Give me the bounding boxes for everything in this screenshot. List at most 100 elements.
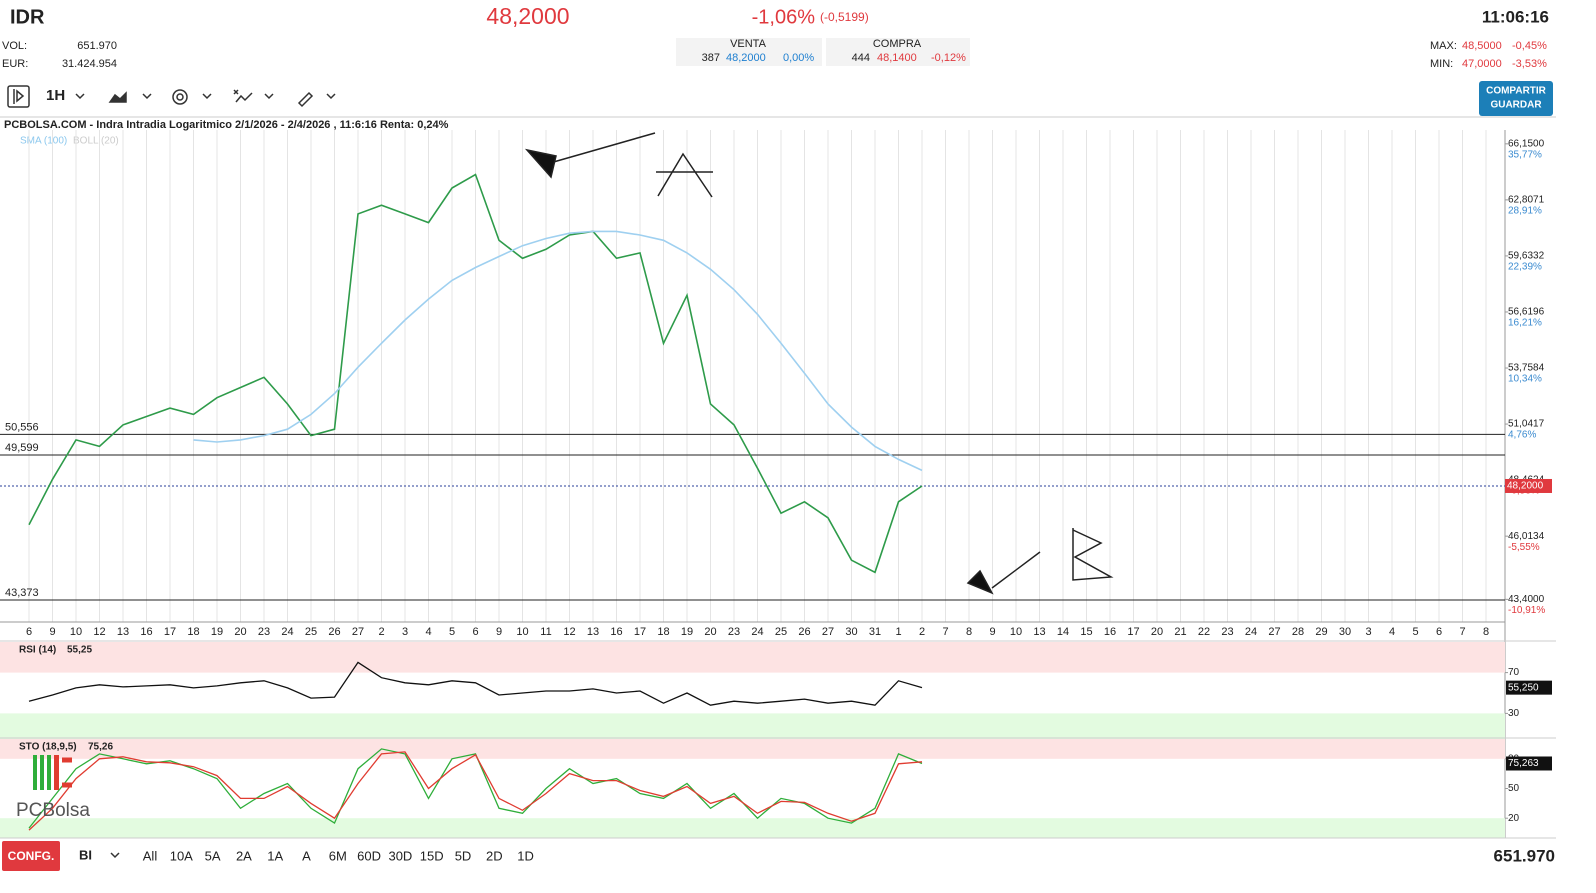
x-tick-label: 9 — [496, 626, 502, 638]
book-price: 48,1400 — [877, 52, 917, 64]
x-tick-label: 19 — [681, 626, 693, 638]
series-line — [28, 661, 923, 706]
range-button[interactable]: 30D — [388, 848, 412, 863]
range-button[interactable]: A — [302, 848, 311, 863]
x-tick-label: 28 — [1292, 626, 1304, 638]
x-tick-label: 2 — [919, 626, 925, 638]
logo-mark — [33, 755, 72, 790]
x-tick-label: 4 — [425, 626, 431, 638]
series-line — [193, 230, 923, 472]
x-tick-label: 27 — [822, 626, 834, 638]
x-tick-label: 30 — [1339, 626, 1351, 638]
range-button[interactable]: All — [143, 848, 158, 863]
y-tick-label: 62,8071 — [1508, 195, 1545, 206]
x-tick-label: 3 — [402, 626, 408, 638]
interval[interactable]: 1H — [46, 87, 65, 104]
book-price: 48,2000 — [726, 52, 766, 64]
eur-label: EUR: — [2, 58, 28, 70]
oversold-band — [0, 713, 1505, 744]
x-tick-label: 23 — [728, 626, 740, 638]
annotation — [524, 132, 1114, 595]
y-tick-label: 56,6196 — [1508, 307, 1545, 318]
x-tick-label: 6 — [1436, 626, 1442, 638]
toolbar-icons[interactable] — [7, 85, 336, 108]
range-button[interactable]: 6M — [329, 848, 347, 863]
y-tick-pct: 16,21% — [1508, 318, 1542, 329]
range-button[interactable]: 15D — [420, 848, 444, 863]
x-tick-label: 13 — [1033, 626, 1045, 638]
y-tick-label: 70 — [1508, 667, 1520, 678]
y-tick-label: 53,7584 — [1508, 363, 1545, 374]
ranges: All 10A 5A 2A 1A A 6M 60D 30D 15D 5D 2D 1D — [143, 848, 534, 863]
max-label: MAX: — [1430, 40, 1457, 52]
value-box — [1506, 756, 1552, 771]
x-tick-label: 3 — [1365, 626, 1371, 638]
level-label: 50,556 — [5, 421, 39, 433]
range-button[interactable]: 60D — [357, 848, 381, 863]
y-tick-label: 43,4000 — [1508, 594, 1545, 605]
x-tick-label: 18 — [187, 626, 199, 638]
x-tick-label: 25 — [305, 626, 317, 638]
range-button[interactable]: 2D — [486, 848, 503, 863]
y-tick-pct: 28,91% — [1508, 206, 1542, 217]
x-tick-label: 22 — [1198, 626, 1210, 638]
max-pct: -0,45% — [1512, 40, 1547, 52]
x-tick-label: 23 — [258, 626, 270, 638]
change-pct: -1,06% — [752, 6, 816, 28]
legend-entry: BOLL (20) — [73, 136, 119, 147]
x-tick-label: 18 — [657, 626, 669, 638]
x-tick-label: 17 — [164, 626, 176, 638]
panel-last: 55,25 — [67, 645, 92, 656]
price: 48,2000 — [486, 3, 569, 29]
range-button[interactable]: 5A — [205, 848, 221, 863]
oversold-band — [0, 818, 1505, 838]
y-tick-pct: -10,91% — [1508, 605, 1545, 616]
x-tick-label: 5 — [449, 626, 455, 638]
share-label[interactable]: GUARDAR — [1490, 100, 1542, 111]
y-tick-pct: 35,77% — [1508, 149, 1542, 160]
range-button[interactable]: 1A — [267, 848, 283, 863]
x-tick-label: 16 — [1104, 626, 1116, 638]
config-button[interactable] — [2, 841, 60, 871]
share-label[interactable]: COMPARTIR — [1486, 86, 1547, 97]
y-tick-pct: 22,39% — [1508, 262, 1542, 273]
x-tick-label: 9 — [989, 626, 995, 638]
x-tick-label: 26 — [798, 626, 810, 638]
range-button[interactable]: 1D — [517, 848, 534, 863]
x-tick-label: 20 — [1151, 626, 1163, 638]
x-tick-label: 6 — [26, 626, 32, 638]
dropdown-arrow[interactable] — [110, 852, 120, 859]
series-line — [28, 751, 923, 831]
x-tick-label: 25 — [775, 626, 787, 638]
symbol: IDR — [10, 6, 45, 28]
x-tick-label: 24 — [281, 626, 293, 638]
series-line — [28, 748, 923, 829]
change-abs: (-0,5199) — [820, 10, 869, 24]
x-tick-label: 12 — [93, 626, 105, 638]
chart-title: PCBOLSA.COM - Indra Intradia Logaritmico… — [4, 119, 449, 131]
range-button[interactable]: 10A — [170, 848, 193, 863]
x-tick-label: 10 — [70, 626, 82, 638]
x-tick-label: 20 — [704, 626, 716, 638]
book-qty: 444 — [852, 52, 870, 64]
max: 48,5000 — [1462, 40, 1502, 52]
x-tick-label: 7 — [1459, 626, 1465, 638]
range-button[interactable]: 5D — [455, 848, 472, 863]
x-tick-label: 27 — [1268, 626, 1280, 638]
y-tick-label: 59,6332 — [1508, 251, 1545, 262]
series-line — [28, 173, 923, 574]
bi[interactable]: BI — [79, 847, 92, 862]
share-button[interactable] — [1479, 81, 1553, 116]
last-price-box — [1505, 478, 1552, 493]
level-label: 49,599 — [5, 442, 39, 454]
range-button[interactable]: 2A — [236, 848, 252, 863]
last-price-label: 48,2000 — [1507, 481, 1544, 492]
y-tick-pct: -5,55% — [1508, 542, 1540, 553]
y-tick-label: 30 — [1508, 708, 1520, 719]
x-tick-label: 13 — [117, 626, 129, 638]
y-tick-label: 51,0417 — [1508, 419, 1545, 430]
book-title: COMPRA — [873, 38, 922, 50]
config-label[interactable]: CONFG. — [8, 849, 55, 863]
eur: 31.424.954 — [62, 58, 117, 70]
